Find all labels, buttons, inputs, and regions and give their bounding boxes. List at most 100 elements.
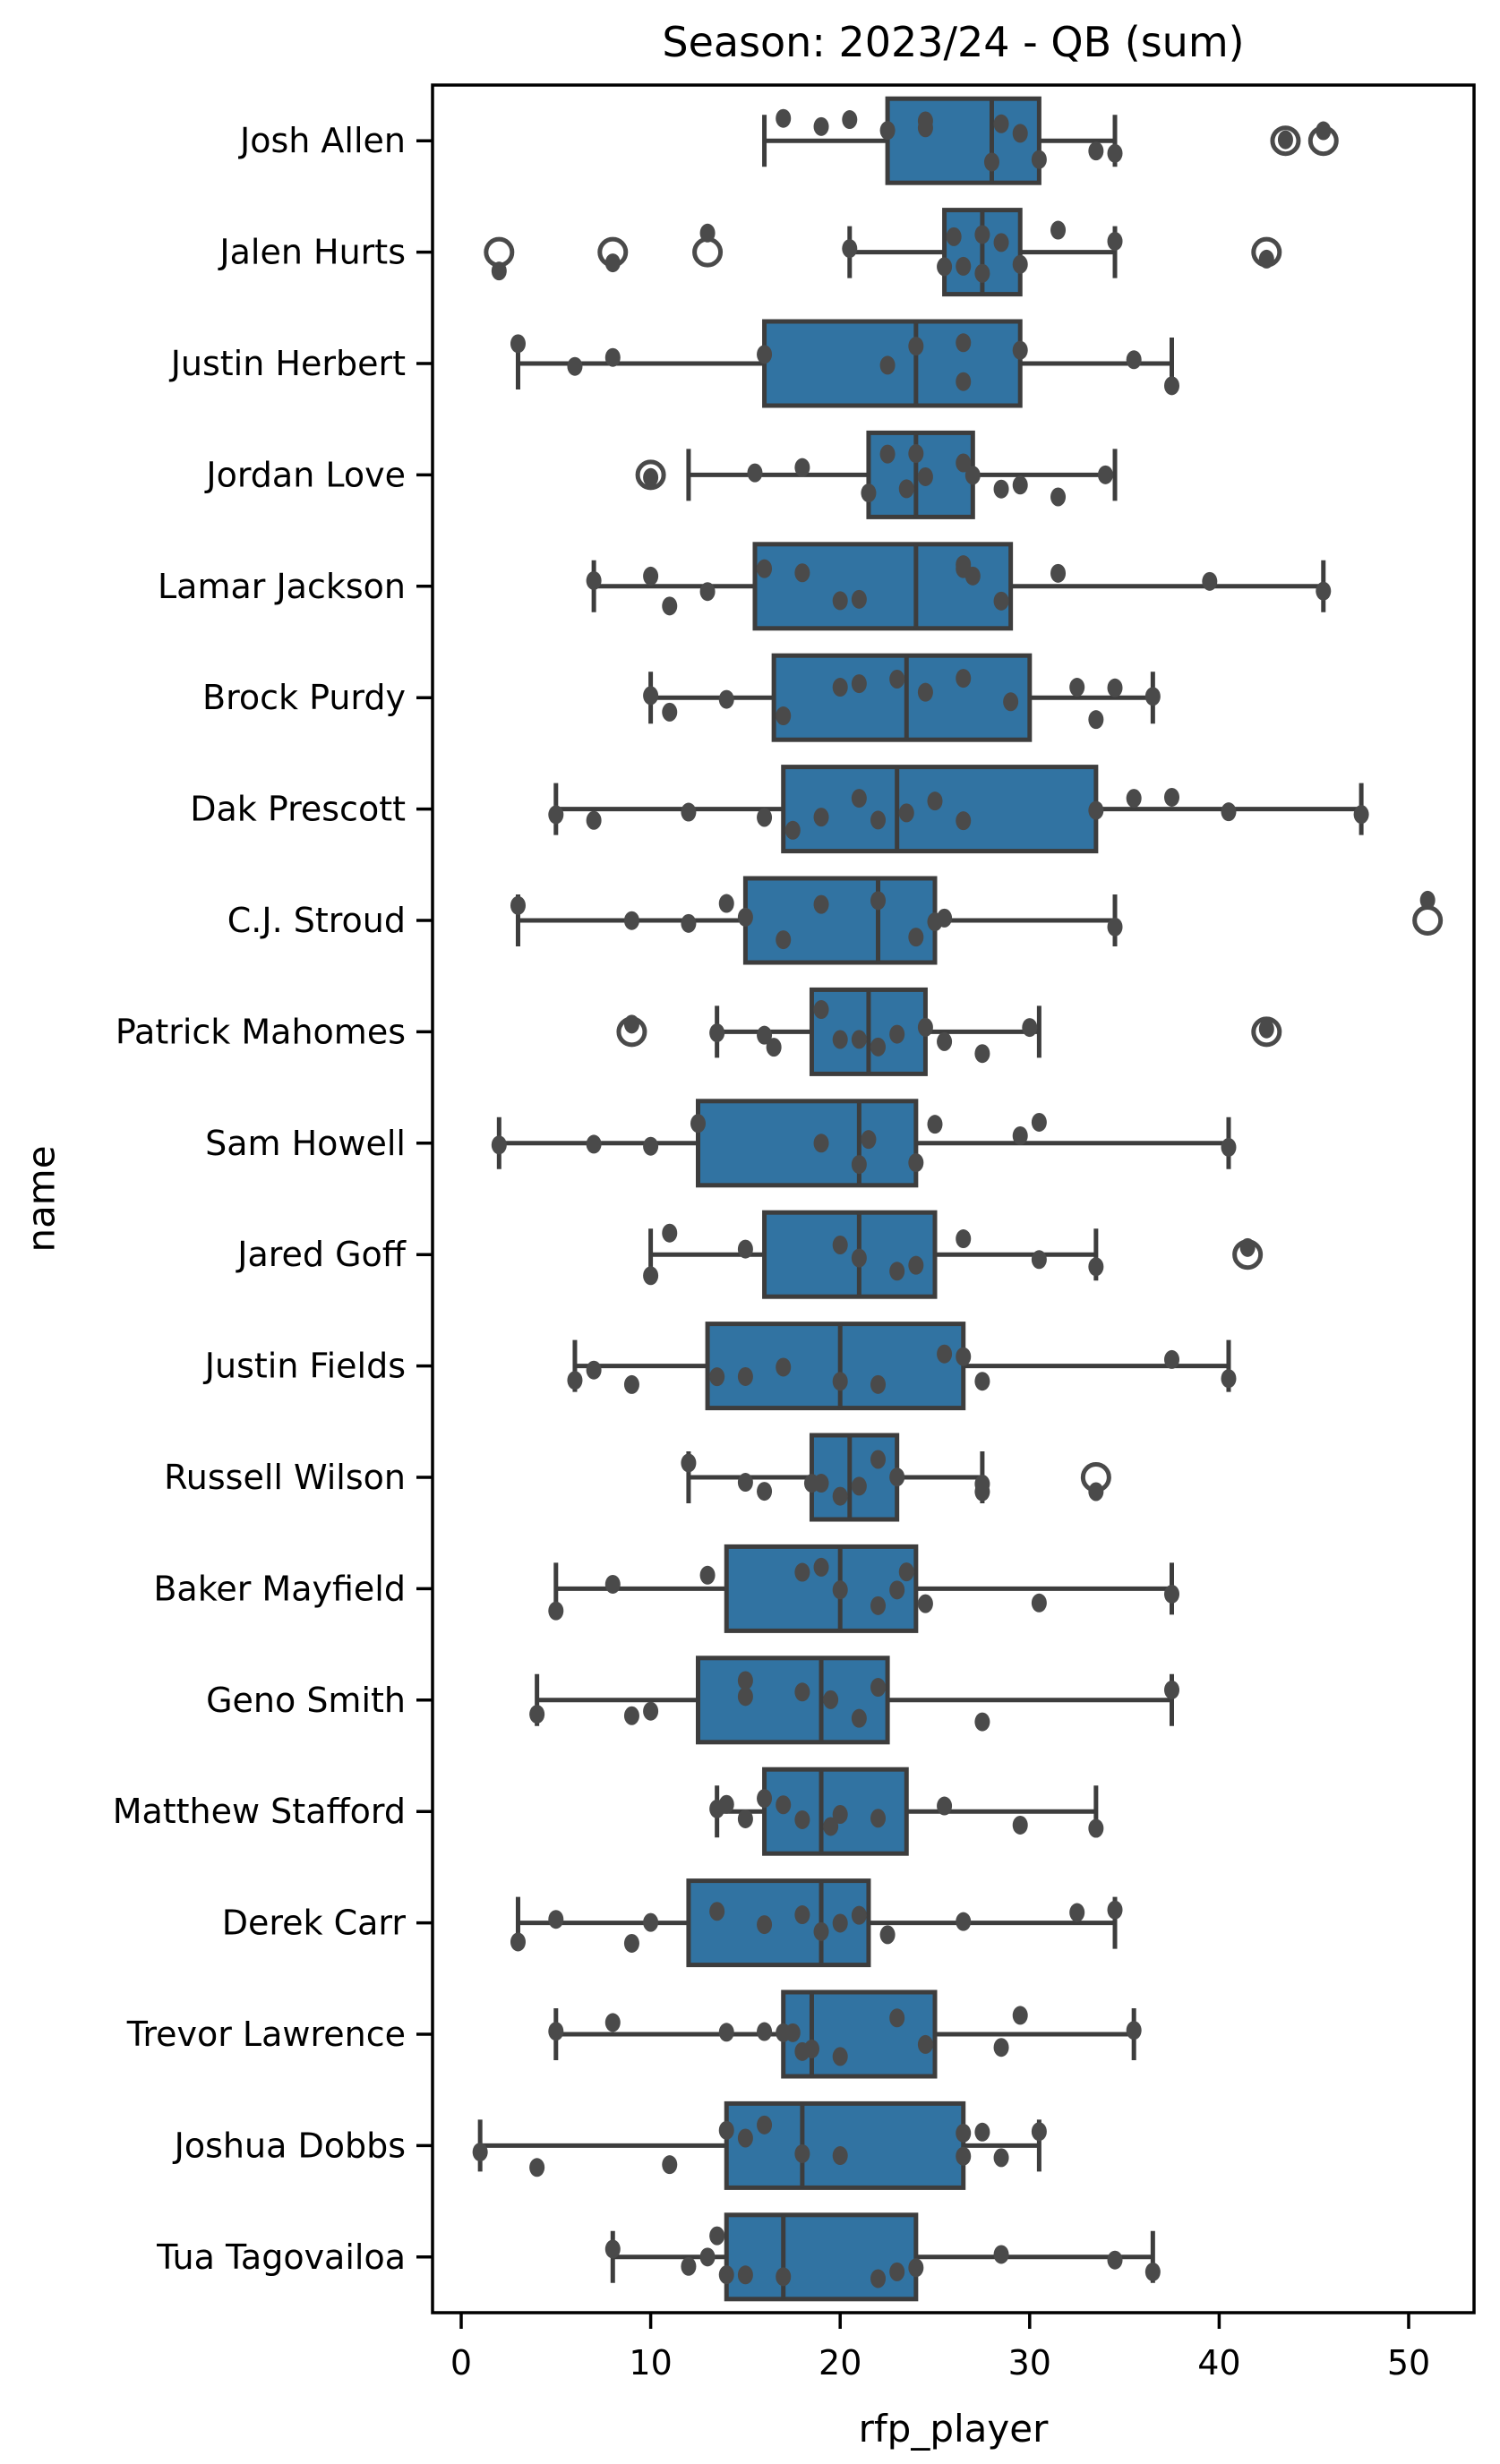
strip-point <box>993 2038 1009 2058</box>
strip-point <box>1164 376 1179 396</box>
strip-point <box>870 1374 887 1394</box>
strip-point <box>1107 143 1123 163</box>
strip-point <box>870 891 887 911</box>
x-axis-label: rfp_player <box>858 2407 1049 2451</box>
strip-point <box>784 2023 801 2042</box>
strip-point <box>1107 917 1123 937</box>
strip-point <box>709 1902 725 1921</box>
strip-point <box>1088 1818 1104 1838</box>
strip-point <box>747 463 763 483</box>
strip-point <box>851 589 867 609</box>
strip-point <box>956 333 972 353</box>
strip-point <box>889 669 905 689</box>
x-tick-label: 30 <box>1008 2343 1051 2383</box>
player-label: Patrick Mahomes <box>116 1012 406 1051</box>
player-label: Joshua Dobbs <box>173 2126 406 2165</box>
strip-point <box>908 444 924 464</box>
strip-point <box>491 1135 507 1155</box>
strip-point <box>1144 2262 1161 2281</box>
plot-border <box>431 83 1476 2314</box>
strip-point <box>832 591 848 611</box>
player-label: Derek Carr <box>222 1904 407 1943</box>
strip-point <box>1126 350 1142 370</box>
strip-point <box>510 895 526 915</box>
strip-point <box>510 334 526 354</box>
strip-point <box>927 1115 943 1134</box>
strip-point <box>757 2115 773 2135</box>
player-label: Justin Fields <box>203 1347 406 1386</box>
strip-point <box>1003 692 1019 712</box>
strip-point <box>993 479 1009 499</box>
strip-point <box>784 820 801 840</box>
strip-point <box>813 808 829 827</box>
strip-point <box>586 810 602 830</box>
strip-point <box>974 263 990 283</box>
strip-point <box>851 1248 867 1268</box>
strip-point <box>794 1562 810 1582</box>
strip-point <box>794 563 810 583</box>
box <box>771 653 1033 742</box>
x-tick-label: 50 <box>1387 2343 1430 2383</box>
strip-point <box>917 682 933 702</box>
outlier-circle <box>484 236 515 268</box>
outlier-circle <box>692 236 724 268</box>
strip-point <box>757 808 773 827</box>
strip-point <box>1012 254 1028 274</box>
strip-point <box>832 1486 848 1506</box>
strip-point <box>1050 563 1067 583</box>
strip-point <box>757 1789 773 1809</box>
strip-point <box>1069 678 1085 697</box>
player-label: Josh Allen <box>238 121 406 160</box>
strip-point <box>851 1476 867 1496</box>
strip-point <box>548 2022 564 2041</box>
strip-point <box>1164 787 1179 807</box>
strip-point <box>1164 1349 1179 1369</box>
strip-point <box>757 1915 773 1935</box>
strip-point <box>974 1372 990 1391</box>
strip-point <box>1258 1019 1274 1039</box>
box <box>781 765 1099 854</box>
strip-point <box>1097 465 1113 484</box>
strip-point <box>709 1367 725 1387</box>
strip-point <box>937 1344 953 1364</box>
strip-point <box>1419 890 1436 910</box>
strip-point <box>776 1795 792 1815</box>
strip-point <box>737 1809 753 1828</box>
strip-point <box>803 2039 819 2058</box>
strip-point <box>974 225 990 244</box>
strip-point <box>974 1044 990 1064</box>
strip-point <box>851 1708 867 1728</box>
strip-point <box>681 913 697 933</box>
outlier-circle <box>597 236 629 268</box>
strip-point <box>1107 2250 1123 2270</box>
strip-point <box>908 2258 924 2278</box>
strip-point <box>1031 1593 1047 1613</box>
strip-point <box>832 678 848 697</box>
player-label: C.J. Stroud <box>227 901 406 940</box>
strip-point <box>956 1229 972 1249</box>
player-label: Brock Purdy <box>202 678 406 717</box>
strip-point <box>548 1910 564 1929</box>
strip-point <box>889 1580 905 1600</box>
strip-point <box>956 2146 972 2166</box>
player-label: Jalen Hurts <box>218 233 406 272</box>
strip-point <box>699 582 716 602</box>
strip-point <box>813 1000 829 1020</box>
strip-point <box>917 466 933 486</box>
strip-point <box>1031 1250 1047 1270</box>
strip-point <box>1088 800 1104 820</box>
strip-point <box>718 2120 734 2140</box>
strip-point <box>643 1136 659 1156</box>
strip-point <box>737 1687 753 1707</box>
strip-point <box>851 674 867 694</box>
strip-point <box>889 1262 905 1281</box>
strip-point <box>917 111 933 131</box>
strip-point <box>567 1371 583 1390</box>
strip-point <box>917 2034 933 2054</box>
strip-point <box>1031 2122 1047 2142</box>
strip-point <box>842 110 858 130</box>
strip-point <box>1012 2006 1028 2025</box>
strip-point <box>813 894 829 914</box>
strip-point <box>737 1239 753 1259</box>
strip-point <box>794 1810 810 1829</box>
